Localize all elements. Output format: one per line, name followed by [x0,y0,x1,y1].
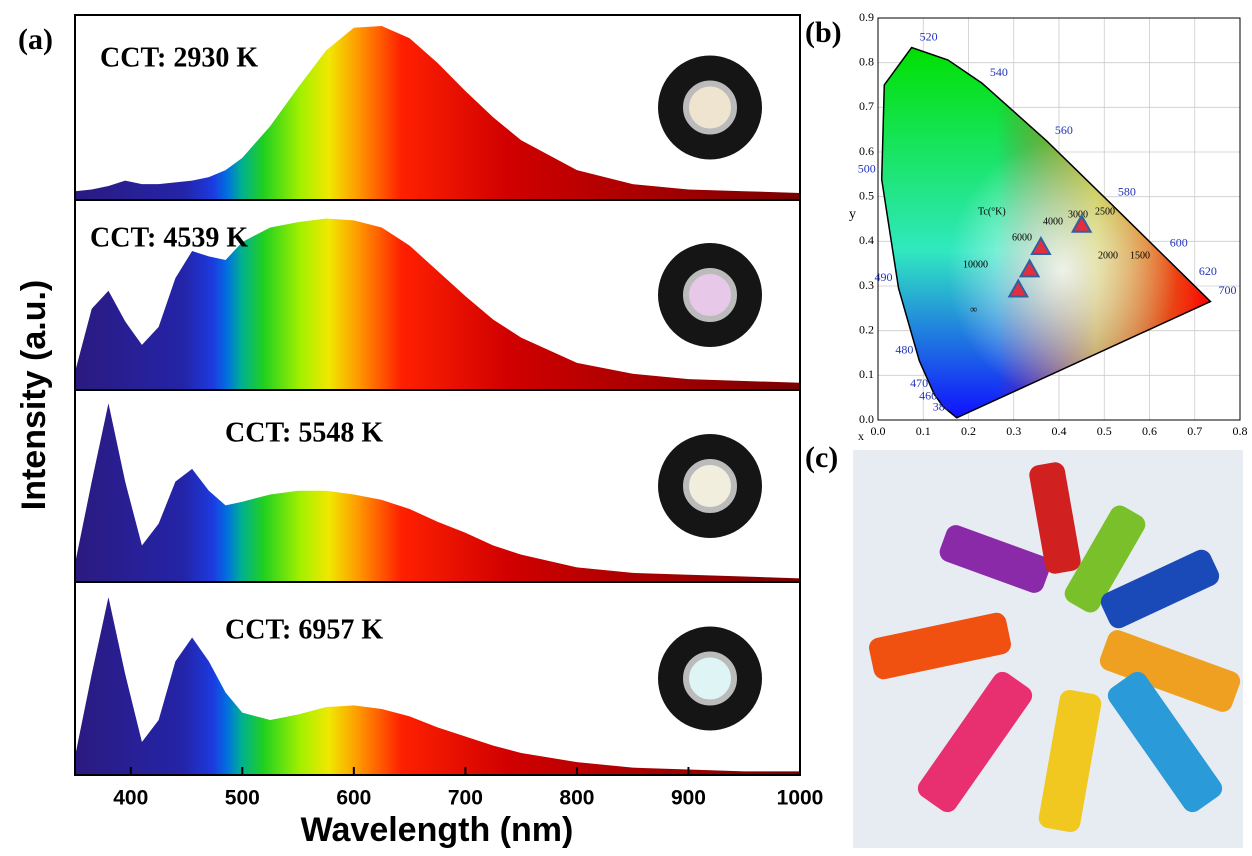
battery-photo [853,450,1243,848]
y-tick-label: 0.0 [859,412,874,426]
wavelength-label: 470 [910,376,928,390]
x-tick-label: 0.6 [1142,424,1157,438]
led-chip [686,655,734,703]
y-axis-label: Intensity (a.u.) [15,280,53,510]
legend-label: CCT: 6957 K [225,614,383,645]
y-tick-label: 0.3 [859,278,874,292]
legend-label: CCT: 4539 K [90,222,248,253]
annotation: ∞ [970,304,977,315]
led-chip [686,84,734,132]
panel-label: (c) [805,441,838,474]
x-tick-label: 0.7 [1187,424,1202,438]
wavelength-label: 490 [875,270,893,284]
y-tick-label: 0.9 [859,10,874,24]
wavelength-label: 480 [895,342,913,356]
wavelength-label: 520 [920,29,938,43]
x-tick-label: 700 [448,787,483,810]
y-tick-label: 0.2 [859,322,874,336]
y-axis-label: y [849,207,856,222]
x-tick-label: 0.0 [871,424,886,438]
y-tick-label: 0.5 [859,188,874,202]
x-tick-label: 1000 [777,787,824,810]
annotation: 6000 [1012,232,1032,243]
x-tick-label: 500 [225,787,260,810]
annotation: 4000 [1043,216,1063,227]
led-chip [686,271,734,319]
x-tick-label: 0.2 [961,424,976,438]
x-axis-label: x [858,429,864,443]
wavelength-label: 700 [1218,283,1236,297]
gamut-fill [882,48,1211,418]
panel-label: (a) [18,23,53,56]
y-tick-label: 0.8 [859,54,874,68]
x-tick-label: 0.4 [1052,424,1067,438]
x-tick-label: 400 [113,787,148,810]
legend-label: CCT: 5548 K [225,417,383,448]
y-tick-label: 0.1 [859,367,874,381]
x-tick-label: 800 [559,787,594,810]
wavelength-label: 580 [1118,184,1136,198]
x-tick-label: 900 [671,787,706,810]
wavelength-label: 560 [1055,123,1073,137]
wavelength-label: 500 [858,161,876,175]
led-chip [686,462,734,510]
wavelength-label: 600 [1170,235,1188,249]
annotation: 2000 [1098,250,1118,261]
y-tick-label: 0.4 [859,233,874,247]
panel-label: (b) [805,16,842,49]
y-tick-label: 0.7 [859,99,874,113]
x-tick-label: 0.1 [916,424,931,438]
x-tick-label: 0.8 [1233,424,1248,438]
annotation: 1500 [1130,250,1150,261]
annotation: Tc(°K) [978,206,1006,217]
x-tick-label: 0.3 [1006,424,1021,438]
x-tick-label: 0.5 [1097,424,1112,438]
annotation: 2500 [1095,206,1115,217]
annotation: 10000 [963,259,988,270]
legend-label: CCT: 2930 K [100,42,258,73]
x-axis-label: Wavelength (nm) [301,811,574,849]
wavelength-label: 460 [919,388,937,402]
wavelength-label: 620 [1199,264,1217,278]
figure: (a) (b) (c) Wavelength (nm) Intensity (a… [0,0,1252,856]
annotation: 3000 [1068,209,1088,220]
x-tick-label: 600 [336,787,371,810]
y-tick-label: 0.6 [859,144,874,158]
wavelength-label: 540 [990,65,1008,79]
